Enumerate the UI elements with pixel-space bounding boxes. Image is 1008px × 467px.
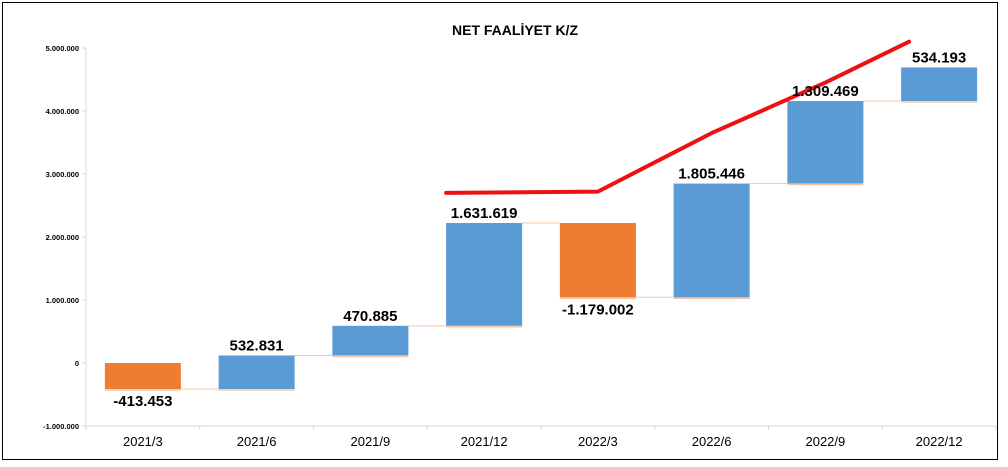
increase-bar [673, 183, 750, 298]
increase-bar [901, 67, 978, 102]
data-labels: -413.453 532.831 470.885 1.631.619 -1.179.00… [113, 49, 966, 410]
chart-frame: NET FAALİYET K/Z -1.000.000 0 1.000.000 2.0… [2, 2, 998, 460]
x-tick-label: 2021/12 [461, 434, 508, 449]
y-tick-label: -1.000.000 [43, 422, 79, 431]
y-tick-label: 5.000.000 [46, 44, 79, 53]
x-tick-label: 2021/9 [350, 434, 390, 449]
data-label: 1.309.469 [792, 83, 859, 100]
data-label: -1.179.002 [562, 301, 634, 318]
y-tick-label: 1.000.000 [46, 296, 79, 305]
data-label: 1.631.619 [451, 205, 518, 222]
x-tick-label: 2021/6 [237, 434, 277, 449]
increase-bar [332, 325, 409, 356]
y-tick-label: 3.000.000 [46, 170, 79, 179]
x-tick-label: 2022/12 [916, 434, 963, 449]
data-label: -413.453 [113, 393, 172, 410]
decrease-bar [559, 223, 636, 298]
increase-bar [787, 101, 864, 184]
trend-line-path [444, 39, 912, 195]
y-tick-label: 2.000.000 [46, 233, 79, 242]
axes: -1.000.000 0 1.000.000 2.000.000 3.000.000 4.… [43, 44, 997, 449]
y-tick-label: 0 [75, 359, 79, 368]
bars [104, 67, 978, 391]
connectors [180, 100, 902, 390]
trend-line [444, 39, 912, 195]
x-tick-label: 2022/6 [692, 434, 732, 449]
increase-bar [446, 223, 523, 326]
x-tick-label: 2022/9 [805, 434, 845, 449]
x-tick-label: 2022/3 [578, 434, 618, 449]
chart-title: NET FAALİYET K/Z [452, 22, 578, 38]
y-tick-label: 4.000.000 [46, 107, 79, 116]
data-label: 534.193 [912, 49, 966, 66]
data-label: 470.885 [343, 308, 397, 325]
increase-bar [218, 355, 295, 390]
data-label: 532.831 [230, 337, 284, 354]
x-tick-label: 2021/3 [123, 434, 163, 449]
decrease-bar [104, 363, 181, 390]
waterfall-chart: NET FAALİYET K/Z -1.000.000 0 1.000.000 2.0… [43, 22, 997, 449]
data-label: 1.805.446 [678, 166, 745, 183]
